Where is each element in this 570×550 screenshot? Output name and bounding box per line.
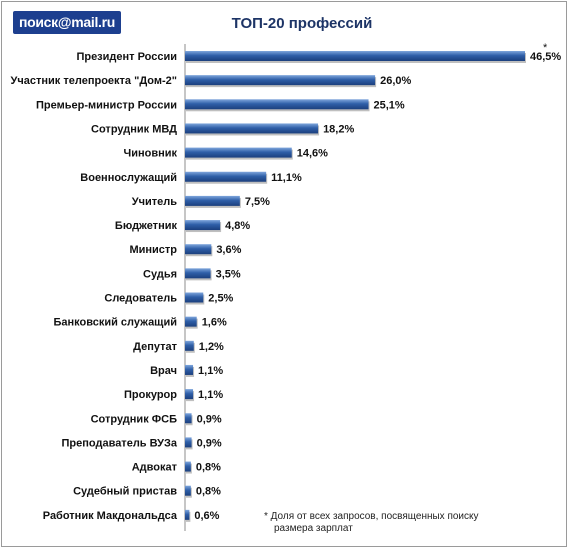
value-label: 1,6% bbox=[202, 317, 227, 329]
category-label: Прокурор bbox=[124, 389, 177, 401]
bar bbox=[185, 195, 240, 206]
value-label: 0,8% bbox=[196, 462, 221, 474]
bar bbox=[185, 171, 267, 182]
bar bbox=[185, 51, 525, 61]
bar bbox=[185, 461, 191, 472]
value-label: 7,5% bbox=[245, 196, 270, 208]
category-label: Президент России bbox=[76, 51, 177, 63]
category-label: Следователь bbox=[104, 293, 177, 305]
category-label: Преподаватель ВУЗа bbox=[62, 437, 178, 449]
category-label: Бюджетник bbox=[115, 220, 178, 232]
category-label: Министр bbox=[129, 244, 177, 256]
category-label: Депутат bbox=[133, 341, 177, 353]
value-label: 1,1% bbox=[198, 389, 223, 401]
category-label: Сотрудник МВД bbox=[91, 123, 177, 135]
top-bar-asterisk: * bbox=[543, 42, 548, 54]
bars-group: Президент России 46,5% Участник телепроект… bbox=[11, 51, 561, 522]
chart-title: ТОП-20 профессий bbox=[231, 15, 373, 32]
category-label: Врач bbox=[150, 365, 177, 377]
value-label: 0,9% bbox=[197, 437, 222, 449]
footnote-line-2: размера зарплат bbox=[274, 523, 353, 534]
value-label: 46,5% bbox=[530, 51, 561, 63]
value-label: 0,8% bbox=[196, 486, 221, 498]
bar bbox=[185, 292, 204, 303]
bar bbox=[185, 123, 319, 134]
footnote-line-1: * Доля от всех запросов, посвященных пои… bbox=[264, 511, 479, 522]
mail-ru-logo: поиск@mail.ru bbox=[13, 11, 121, 34]
bar bbox=[185, 99, 369, 110]
bar bbox=[185, 244, 212, 255]
bar bbox=[185, 509, 190, 520]
category-label: Сотрудник ФСБ bbox=[91, 413, 177, 425]
category-label: Адвокат bbox=[132, 462, 178, 474]
value-label: 0,6% bbox=[194, 510, 219, 522]
value-label: 1,1% bbox=[198, 365, 223, 377]
footnote: * Доля от всех запросов, посвященных пои… bbox=[264, 511, 514, 535]
value-label: 26,0% bbox=[380, 75, 411, 87]
bar bbox=[185, 147, 292, 158]
bar bbox=[185, 485, 191, 496]
category-label: Работник Макдональдса bbox=[43, 510, 178, 522]
value-label: 3,6% bbox=[216, 244, 241, 256]
category-label: Премьер-министр России bbox=[36, 99, 177, 111]
value-label: 0,9% bbox=[197, 413, 222, 425]
bar bbox=[185, 437, 192, 448]
bar bbox=[185, 220, 221, 231]
value-label: 14,6% bbox=[297, 148, 328, 160]
bar bbox=[185, 75, 376, 86]
value-label: 18,2% bbox=[323, 123, 354, 135]
bar bbox=[185, 316, 197, 327]
bar bbox=[185, 268, 211, 279]
value-label: 4,8% bbox=[225, 220, 250, 232]
category-label: Банковский служащий bbox=[53, 317, 177, 329]
category-label: Учитель bbox=[132, 196, 177, 208]
value-label: 2,5% bbox=[208, 293, 233, 305]
category-label: Судебный пристав bbox=[73, 486, 177, 498]
bar bbox=[185, 340, 194, 351]
value-label: 25,1% bbox=[374, 99, 405, 111]
category-label: Военнослужащий bbox=[80, 172, 177, 184]
category-label: Участник телепроекта "Дом-2" bbox=[11, 75, 177, 87]
category-label: Судья bbox=[143, 268, 177, 280]
bar bbox=[185, 364, 194, 375]
bar bbox=[185, 413, 192, 424]
value-label: 1,2% bbox=[199, 341, 224, 353]
value-label: 11,1% bbox=[271, 172, 302, 184]
value-label: 3,5% bbox=[216, 268, 241, 280]
bar bbox=[185, 389, 194, 400]
category-label: Чиновник bbox=[123, 148, 177, 160]
